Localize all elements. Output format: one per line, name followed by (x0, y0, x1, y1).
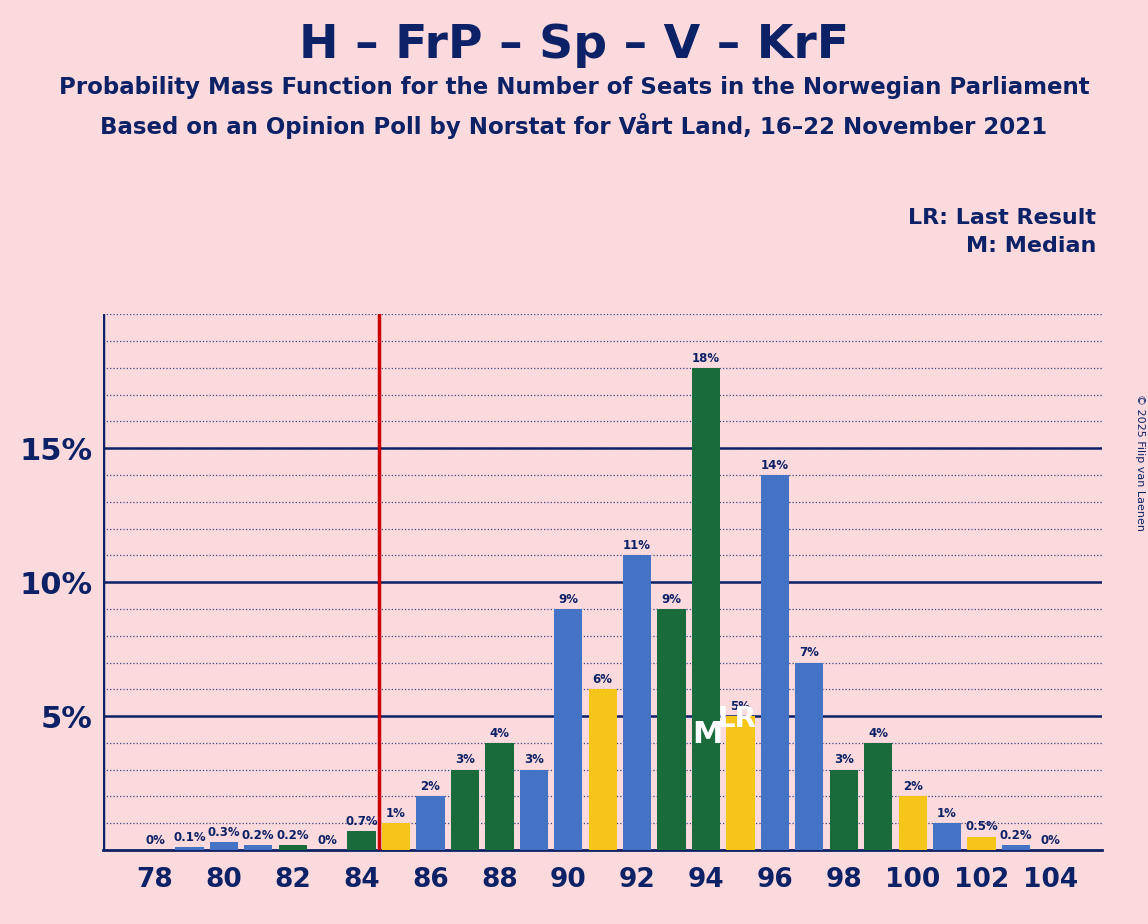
Text: 0%: 0% (1040, 833, 1061, 847)
Bar (864, 743, 892, 850)
Text: 0%: 0% (317, 833, 338, 847)
Bar (727, 716, 754, 850)
Bar (968, 837, 995, 850)
Bar (554, 609, 582, 850)
Bar (279, 845, 307, 850)
Text: Probability Mass Function for the Number of Seats in the Norwegian Parliament: Probability Mass Function for the Number… (59, 76, 1089, 99)
Text: 3%: 3% (833, 753, 854, 767)
Text: 7%: 7% (799, 646, 820, 660)
Bar (796, 663, 823, 850)
Text: 18%: 18% (692, 351, 720, 365)
Bar (382, 823, 410, 850)
Text: 11%: 11% (623, 539, 651, 553)
Bar (933, 823, 961, 850)
Bar (899, 796, 926, 850)
Text: 0.2%: 0.2% (1000, 829, 1032, 842)
Bar (1002, 845, 1030, 850)
Text: © 2025 Filip van Laenen: © 2025 Filip van Laenen (1135, 394, 1145, 530)
Text: 0.5%: 0.5% (965, 821, 998, 833)
Text: 1%: 1% (386, 807, 406, 821)
Text: 14%: 14% (761, 458, 789, 472)
Text: 0.3%: 0.3% (208, 826, 240, 839)
Text: 0.1%: 0.1% (173, 832, 205, 845)
Bar (761, 475, 789, 850)
Bar (658, 609, 685, 850)
Text: 9%: 9% (558, 592, 579, 606)
Text: 9%: 9% (661, 592, 682, 606)
Bar (176, 847, 203, 850)
Text: M: Median: M: Median (965, 236, 1096, 256)
Bar (417, 796, 444, 850)
Text: H – FrP – Sp – V – KrF: H – FrP – Sp – V – KrF (298, 23, 850, 68)
Text: 3%: 3% (455, 753, 475, 767)
Text: LR: Last Result: LR: Last Result (908, 208, 1096, 228)
Text: 4%: 4% (489, 726, 510, 740)
Text: 2%: 2% (902, 780, 923, 794)
Bar (830, 770, 858, 850)
Bar (486, 743, 513, 850)
Text: 3%: 3% (523, 753, 544, 767)
Bar (348, 832, 375, 850)
Bar (692, 368, 720, 850)
Text: 5%: 5% (730, 699, 751, 713)
Bar (451, 770, 479, 850)
Text: Based on an Opinion Poll by Norstat for Vårt Land, 16–22 November 2021: Based on an Opinion Poll by Norstat for … (100, 113, 1048, 139)
Text: 0.7%: 0.7% (346, 815, 378, 828)
Text: LR: LR (718, 705, 757, 733)
Bar (520, 770, 548, 850)
Text: 4%: 4% (868, 726, 889, 740)
Text: 1%: 1% (937, 807, 957, 821)
Text: M: M (692, 720, 722, 748)
Text: 6%: 6% (592, 673, 613, 687)
Bar (210, 842, 238, 850)
Text: 0%: 0% (145, 833, 165, 847)
Text: 0.2%: 0.2% (277, 829, 309, 842)
Bar (589, 689, 616, 850)
Text: 2%: 2% (420, 780, 441, 794)
Bar (245, 845, 272, 850)
Bar (623, 555, 651, 850)
Text: 0.2%: 0.2% (242, 829, 274, 842)
